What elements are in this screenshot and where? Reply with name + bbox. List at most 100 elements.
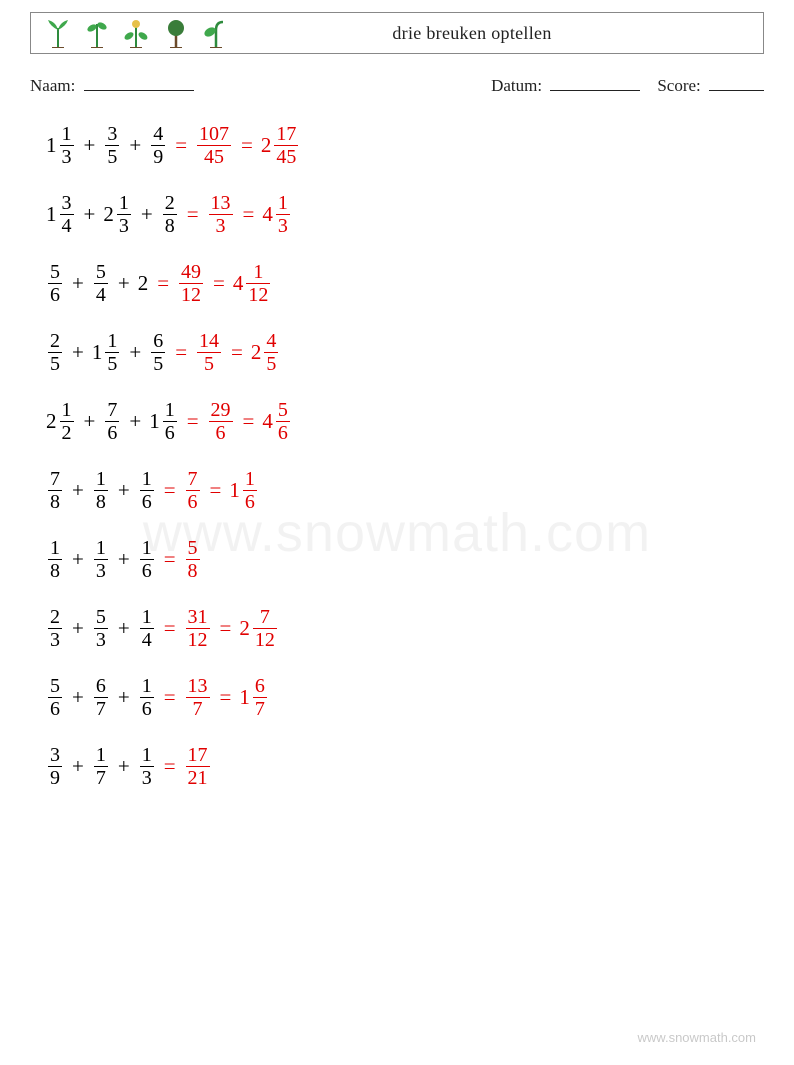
equals: = [167,135,195,156]
fraction-term: 76 [103,400,121,443]
fraction: 56 [276,400,290,443]
numerator: 3 [60,193,74,213]
numerator: 4 [151,124,165,144]
fraction: 35 [105,124,119,167]
fraction-term: 35 [103,124,121,167]
denominator: 5 [264,354,278,374]
fraction-term: 116 [229,469,259,512]
fraction-term: 2 [138,273,150,294]
denominator: 5 [105,147,119,167]
plus-op: + [76,135,104,156]
plant-icons-row [39,18,229,48]
denominator: 6 [214,423,228,443]
sprout-icon [45,18,71,48]
date-blank[interactable] [550,77,640,91]
equals: = [156,756,184,777]
plus-op: + [110,618,138,639]
denominator: 6 [140,561,154,581]
numerator: 107 [197,124,231,144]
fraction-term: 53 [92,607,110,650]
problem-row: 113+35+49=10745=21745 [46,124,764,167]
numerator: 3 [105,124,119,144]
denominator: 5 [105,354,119,374]
whole-part: 1 [46,135,58,156]
plus-op: + [121,342,149,363]
fraction-term: 167 [239,676,269,719]
numerator: 1 [117,193,131,213]
fraction-term: 49 [149,124,167,167]
numerator: 1 [163,400,177,420]
denominator: 12 [253,630,277,650]
fraction: 78 [48,469,62,512]
fraction-term: 25 [46,331,64,374]
header-box: drie breuken optellen [30,12,764,54]
denominator: 2 [60,423,74,443]
fraction-term: 16 [138,469,156,512]
numerator: 7 [105,400,119,420]
denominator: 8 [94,492,108,512]
fraction: 137 [186,676,210,719]
fraction: 13 [94,538,108,581]
plus-op: + [121,411,149,432]
denominator: 6 [140,699,154,719]
name-blank[interactable] [84,77,194,91]
fraction-term: 137 [184,676,212,719]
numerator: 31 [186,607,210,627]
denominator: 6 [163,423,177,443]
problem-row: 25+115+65=145=245 [46,331,764,374]
fraction-term: 3112 [184,607,212,650]
denominator: 6 [276,423,290,443]
denominator: 9 [151,147,165,167]
fraction: 67 [94,676,108,719]
fraction-term: 39 [46,745,64,788]
whole-part: 4 [233,273,245,294]
fraction: 10745 [197,124,231,167]
denominator: 8 [48,492,62,512]
numerator: 7 [48,469,62,489]
meta-name: Naam: [30,76,194,96]
denominator: 12 [179,285,203,305]
tree-icon [163,18,189,48]
fraction: 23 [48,607,62,650]
fraction: 12 [60,400,74,443]
whole-number: 2 [138,273,150,294]
fraction-term: 56 [46,262,64,305]
fraction-term: 17 [92,745,110,788]
numerator: 2 [163,193,177,213]
fraction-term: 14 [138,607,156,650]
numerator: 1 [94,469,108,489]
fraction: 145 [197,331,221,374]
fraction-term: 133 [207,193,235,236]
equals: = [179,411,207,432]
denominator: 4 [60,216,74,236]
denominator: 9 [48,768,62,788]
equals: = [179,204,207,225]
worksheet-page: drie breuken optellen Naam: Datum: Score… [0,12,794,1065]
fraction: 133 [209,193,233,236]
fraction: 296 [209,400,233,443]
plus-op: + [64,618,92,639]
plus-op: + [110,273,138,294]
denominator: 5 [48,354,62,374]
fraction: 16 [140,676,154,719]
fraction: 76 [105,400,119,443]
fraction: 39 [48,745,62,788]
numerator: 49 [179,262,203,282]
name-label: Naam: [30,76,75,95]
score-blank[interactable] [709,77,764,91]
fraction-term: 456 [262,400,292,443]
denominator: 3 [140,768,154,788]
fraction-term: 1721 [184,745,212,788]
fraction: 16 [140,538,154,581]
problem-row: 39+17+13=1721 [46,745,764,788]
fraction: 65 [151,331,165,374]
fraction: 45 [264,331,278,374]
fraction-term: 65 [149,331,167,374]
equals: = [149,273,177,294]
denominator: 8 [163,216,177,236]
fraction: 17 [94,745,108,788]
numerator: 4 [264,331,278,351]
problem-row: 56+54+2=4912=4112 [46,262,764,305]
equals: = [156,618,184,639]
denominator: 45 [202,147,226,167]
